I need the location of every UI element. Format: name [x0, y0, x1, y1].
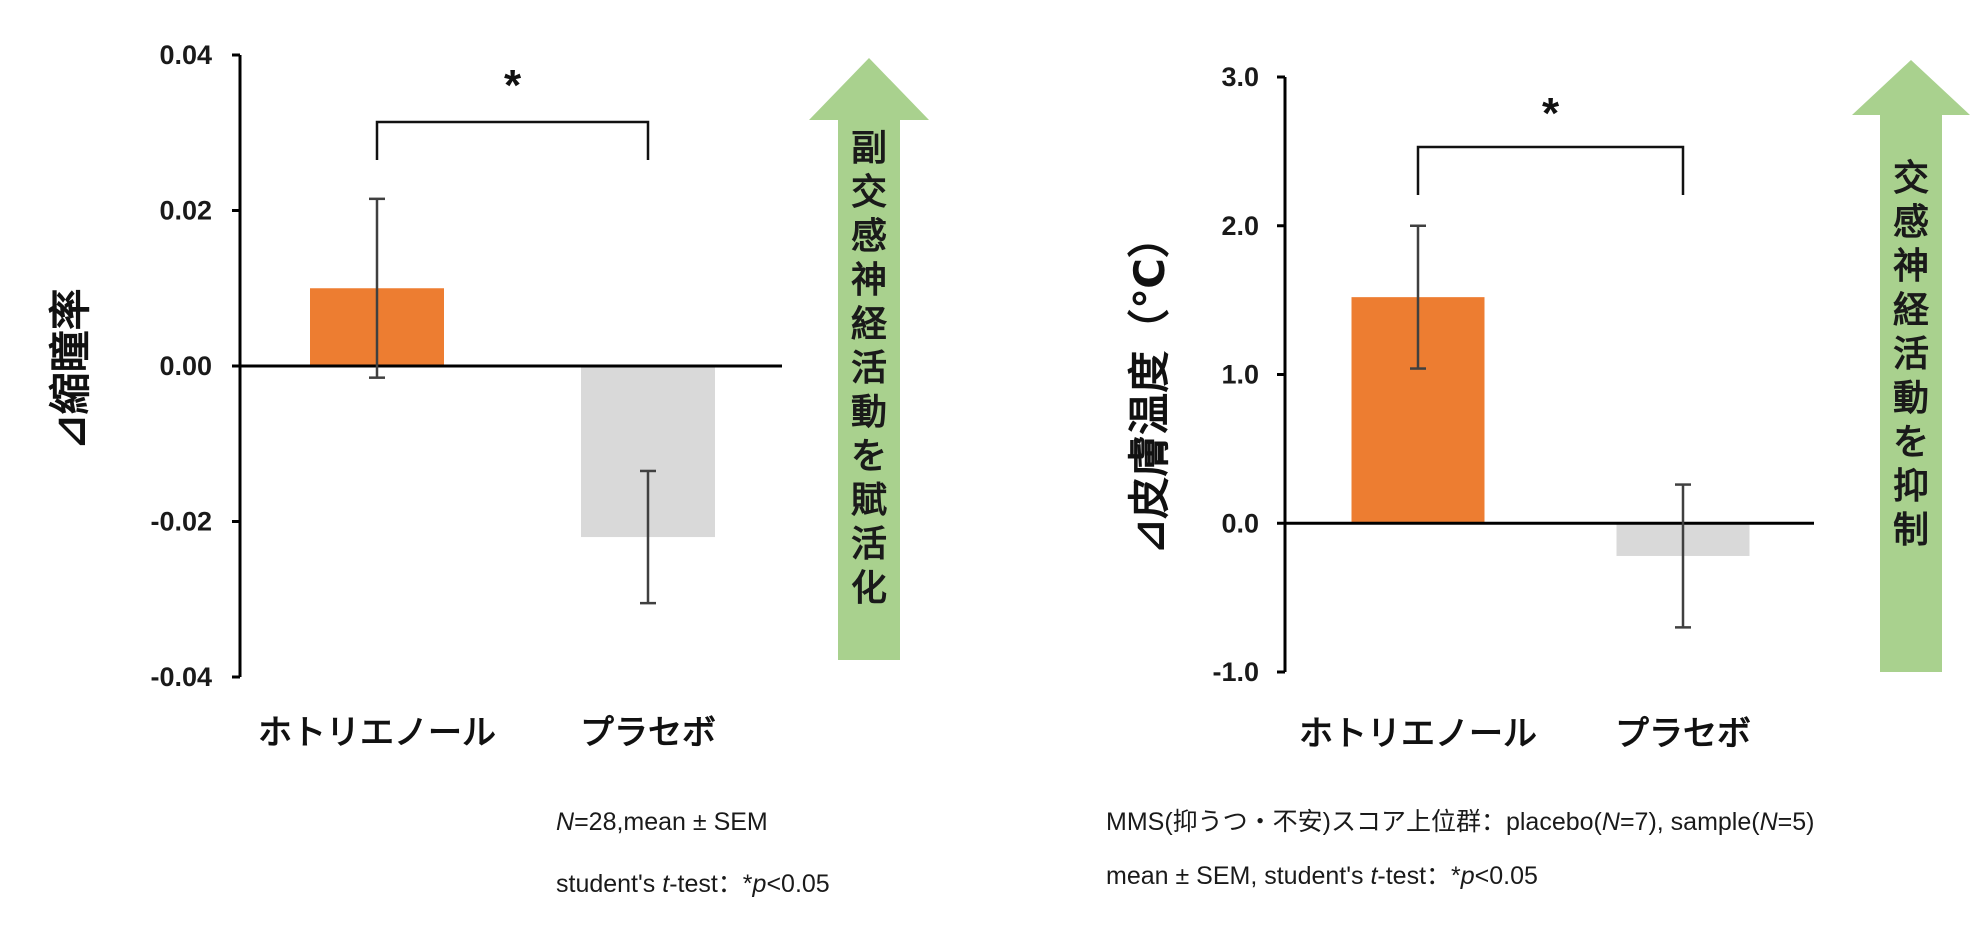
t-symbol: t — [662, 870, 670, 898]
p-symbol: p — [1460, 862, 1475, 890]
n-symbol: N — [1759, 808, 1778, 836]
note-text: -test：* — [669, 870, 753, 898]
note-text: <0.05 — [766, 870, 830, 898]
y-tick-label: -0.04 — [150, 662, 212, 692]
pupil-constriction-chart: 0.04 0.02 0.00 -0.02 -0.04 ホトリエノール プラセボ ⊿縮瞳率 * 副交… — [46, 40, 929, 753]
chart1-note-line2: student's t-test：*p<0.05 — [556, 864, 830, 900]
significance-star: * — [1542, 89, 1560, 138]
n-symbol: N — [556, 808, 575, 836]
note-text: MMS(抑うつ・不安)スコア上位群：placebo( — [1106, 808, 1602, 836]
significance-star: * — [504, 61, 522, 110]
n-symbol: N — [1601, 808, 1620, 836]
skin-temperature-chart: 3.0 2.0 1.0 0.0 -1.0 ホトリエノール プラセボ ⊿皮膚温度（℃） * 交感神経… — [1125, 60, 1970, 754]
y-tick-label: 0.02 — [159, 196, 212, 226]
arrow-label: 交感神経活動を抑制 — [1893, 157, 1930, 551]
y-axis-label: ⊿縮瞳率 — [46, 288, 95, 449]
significance-bracket — [375, 120, 650, 160]
note-text: <0.05 — [1474, 862, 1538, 890]
y-axis-label: ⊿皮膚温度（℃） — [1125, 216, 1174, 554]
y-tick-label: 0.0 — [1221, 508, 1259, 538]
y-tick-label: 0.04 — [159, 40, 212, 70]
chart2-note-line1: MMS(抑うつ・不安)スコア上位群：placebo(N=7), sample(N… — [1106, 802, 1815, 838]
note-text: =5) — [1777, 808, 1815, 836]
category-label: ホトリエノール — [258, 713, 496, 753]
y-tick-label: -1.0 — [1212, 657, 1259, 687]
y-tick-label: 2.0 — [1221, 211, 1259, 241]
category-label: プラセボ — [580, 713, 716, 753]
note-text: -test：* — [1377, 862, 1461, 890]
category-label: プラセボ — [1615, 714, 1751, 754]
y-tick-label: 3.0 — [1221, 62, 1259, 92]
up-arrow-shape — [809, 58, 929, 660]
category-label: ホトリエノール — [1299, 714, 1537, 754]
note-text: mean ± SEM, student's — [1106, 862, 1371, 890]
y-tick-label: 0.00 — [159, 351, 212, 381]
chart2-note-line2: mean ± SEM, student's t-test：*p<0.05 — [1106, 856, 1538, 892]
y-tick-label: 1.0 — [1221, 360, 1259, 390]
significance-bracket — [1416, 145, 1685, 195]
arrow-label: 副交感神経活動を賦活化 — [851, 128, 888, 609]
note-text: =7), sample( — [1619, 808, 1760, 836]
y-tick-label: -0.02 — [150, 507, 212, 537]
p-symbol: p — [752, 870, 767, 898]
chart1-note-line1: N=28,mean ± SEM — [556, 808, 768, 837]
note-text: =28,mean ± SEM — [574, 808, 768, 836]
t-symbol: t — [1370, 862, 1378, 890]
up-arrow-shape — [1852, 60, 1970, 672]
note-text: student's — [556, 870, 663, 898]
